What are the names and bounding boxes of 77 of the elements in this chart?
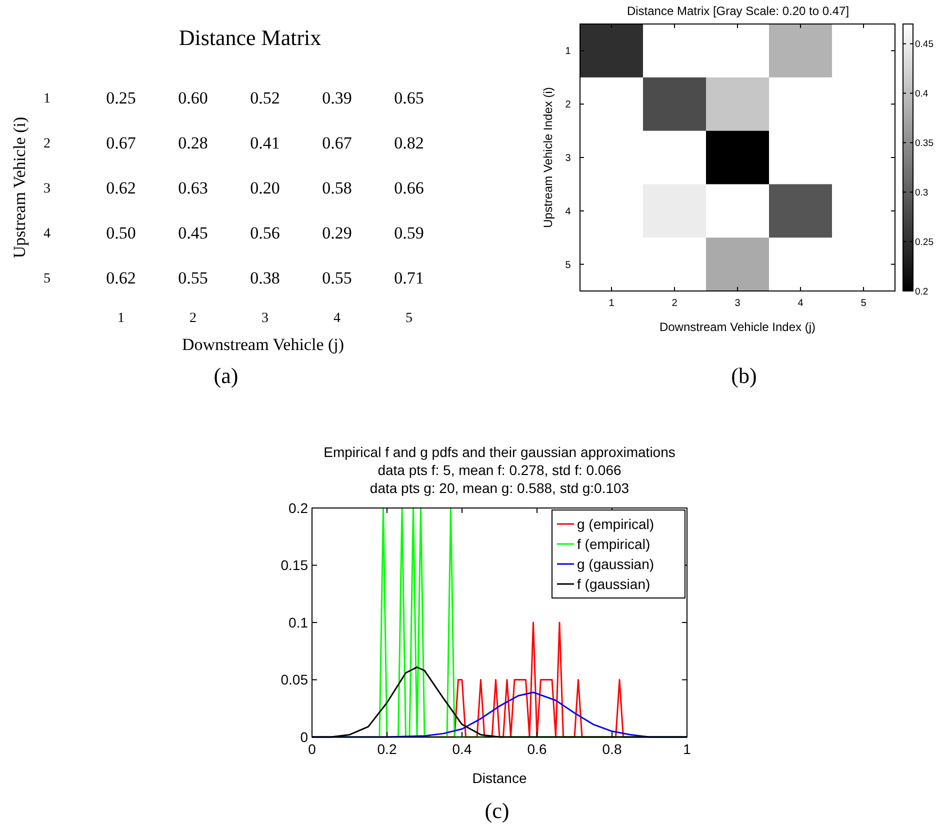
text: (a) <box>214 363 238 388</box>
data-label: 0.62 <box>106 268 136 288</box>
text: (b) <box>731 363 757 388</box>
y-tick-label: 0.1 <box>288 614 308 630</box>
x-tick-label: 3 <box>262 311 268 326</box>
color-bar-label: 0.25 <box>915 236 934 248</box>
x-tick-label: 2 <box>190 311 196 326</box>
data-label: 0.25 <box>106 88 136 108</box>
x-axis-title: Downstream Vehicle Index (j) <box>659 320 816 334</box>
x-tick-label: 1 <box>118 311 124 326</box>
data-label: 0.39 <box>322 88 352 108</box>
color-bar-label: 0.45 <box>915 39 934 50</box>
data-label: 0.38 <box>250 268 280 288</box>
data-label: 0.55 <box>178 268 208 288</box>
x-tick-label: 0.2 <box>377 741 397 757</box>
x-tick-label: 4 <box>334 311 340 326</box>
data-label: 0.28 <box>178 133 208 152</box>
data-label: 0.59 <box>394 223 424 242</box>
data-label: 0.55 <box>322 268 352 288</box>
data-label: 0.71 <box>394 268 424 288</box>
data-label: 0.29 <box>322 223 352 242</box>
text: (c) <box>484 798 510 823</box>
y-tick-label: 4 <box>44 226 50 242</box>
x-tick-label: 5 <box>406 311 412 326</box>
data-label: 0.41 <box>250 133 280 152</box>
x-axis-title: Downstream Vehicle (j) <box>182 335 344 354</box>
legend-label: g (gaussian) <box>577 556 654 572</box>
x-tick-label: 0.8 <box>602 741 622 757</box>
data-label: 0.66 <box>394 178 424 198</box>
data-label: 0.45 <box>178 223 208 242</box>
x-tick-label: 2 <box>672 298 678 309</box>
y-tick-label: 5 <box>565 260 572 271</box>
data-label: 0.63 <box>178 178 208 198</box>
color-bar-label: 0.3 <box>915 187 928 198</box>
x-tick-label: 3 <box>734 298 741 309</box>
x-axis-title: Distance <box>472 770 527 786</box>
y-tick-label: 0.2 <box>288 500 308 516</box>
x-tick-label: 1 <box>608 298 615 309</box>
y-tick-label: 0.15 <box>280 557 308 574</box>
chart-title: Distance Matrix <box>178 25 322 50</box>
x-tick-label: 5 <box>860 298 867 309</box>
data-label: 0.52 <box>250 88 280 108</box>
y-tick-label: 1 <box>44 91 50 106</box>
data-label: 0.82 <box>394 133 424 152</box>
y-axis-title: Upstream Vehicle (i) <box>10 116 29 258</box>
y-axis-title: Upstream Vehicle Index (i) <box>541 87 555 228</box>
x-tick-label: 1 <box>683 741 692 757</box>
y-tick-label: 3 <box>565 153 572 164</box>
data-label: 0.67 <box>322 133 352 152</box>
data-label: 0.58 <box>322 178 352 198</box>
legend-label: g (empirical) <box>577 516 654 532</box>
y-tick-label: 3 <box>44 181 50 196</box>
color-bar-label: 0.35 <box>915 138 934 149</box>
x-tick-label: 0.6 <box>527 741 547 757</box>
y-tick-label: 2 <box>565 100 572 111</box>
data-label: 0.67 <box>106 133 136 152</box>
y-tick-label: 1 <box>565 46 572 58</box>
chart-title: Distance Matrix [Gray Scale: 0.20 to 0.47] <box>626 4 850 18</box>
x-tick-label: 0.4 <box>452 741 472 757</box>
legend-label: f (empirical) <box>577 536 650 552</box>
data-label: 0.50 <box>106 223 136 242</box>
data-label: 0.20 <box>250 178 280 198</box>
color-bar-label: 0.4 <box>915 88 928 100</box>
y-tick-label: 5 <box>44 271 50 286</box>
x-tick-label: 4 <box>798 298 804 309</box>
y-tick-label: 4 <box>565 206 572 218</box>
data-label: 0.56 <box>250 223 280 242</box>
data-label: 0.60 <box>178 88 208 108</box>
chart-subtitle: data pts f: 5, mean f: 0.278, std f: 0.066 data pts g: 20, mean g: 0.588, std g:0.103 <box>370 462 630 496</box>
y-tick-label: 0.05 <box>280 672 308 688</box>
data-label: 0.62 <box>106 178 136 198</box>
color-bar-label: 0.2 <box>915 286 928 298</box>
y-tick-label: 0 <box>300 728 308 745</box>
y-tick-label: 2 <box>44 136 50 152</box>
data-label: 0.65 <box>394 88 424 108</box>
legend-label: f (gaussian) <box>577 576 650 592</box>
chart-title: Empirical f and g pdfs and their gaussian approximations <box>324 444 676 460</box>
